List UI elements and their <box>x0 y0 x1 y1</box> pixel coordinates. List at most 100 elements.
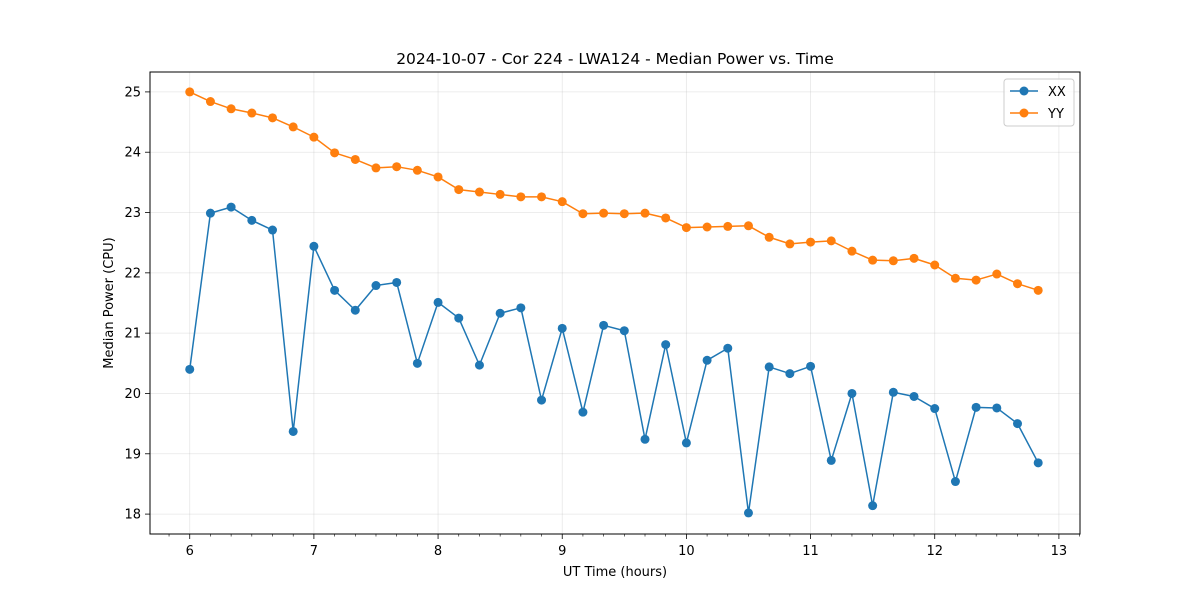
y-tick-label: 21 <box>124 327 141 342</box>
x-tick-label: 9 <box>558 544 566 559</box>
plot-frame <box>149 71 1081 535</box>
data-point-xx <box>806 361 816 371</box>
data-point-yy <box>268 113 278 123</box>
data-point-xx <box>412 358 422 368</box>
data-point-xx <box>661 340 671 350</box>
data-point-xx <box>599 320 609 330</box>
data-point-xx <box>537 395 547 405</box>
axes: 6 7 8 9 10 11 12 13 18 19 20 21 22 23 24 25 <box>124 85 1080 559</box>
x-tick-label: 11 <box>802 544 819 559</box>
data-point-xx <box>268 225 278 235</box>
legend-label-xx: XX <box>1048 85 1066 100</box>
data-point-yy <box>599 208 609 218</box>
data-point-yy <box>371 163 381 173</box>
plot-area <box>150 72 1080 534</box>
chart-title: 2024-10-07 - Cor 224 - LWA124 - Median P… <box>396 50 834 68</box>
data-point-xx <box>681 438 691 448</box>
legend-swatch-yy-marker <box>1019 108 1029 118</box>
data-point-yy <box>350 154 360 164</box>
y-tick-label: 19 <box>124 447 141 462</box>
data-point-yy <box>412 165 422 175</box>
data-point-yy <box>1013 279 1023 289</box>
data-point-yy <box>661 213 671 223</box>
data-point-xx <box>619 326 629 336</box>
data-point-yy <box>474 187 484 197</box>
data-point-yy <box>392 162 402 172</box>
data-point-yy <box>330 148 340 158</box>
y-tick-label: 25 <box>124 85 141 100</box>
data-point-yy <box>930 260 940 270</box>
data-point-yy <box>888 256 898 266</box>
data-point-xx <box>640 434 650 444</box>
data-point-xx <box>826 455 836 465</box>
data-point-xx <box>764 362 774 372</box>
data-point-yy <box>433 172 443 182</box>
data-point-yy <box>185 87 195 97</box>
data-point-yy <box>226 104 236 114</box>
x-tick-label: 8 <box>434 544 442 559</box>
data-point-xx <box>930 404 940 414</box>
data-point-yy <box>454 185 464 195</box>
data-point-xx <box>702 355 712 365</box>
series-layer <box>185 87 1043 518</box>
y-tick-label: 23 <box>124 206 141 221</box>
data-point-xx <box>868 501 878 511</box>
legend-swatch-xx-marker <box>1019 86 1029 96</box>
data-point-xx <box>723 343 733 353</box>
data-point-xx <box>1013 419 1023 429</box>
data-point-yy <box>847 246 857 256</box>
y-tick-label: 20 <box>124 387 141 402</box>
data-point-yy <box>992 269 1002 279</box>
data-point-yy <box>681 223 691 233</box>
data-point-yy <box>971 275 981 285</box>
data-point-xx <box>578 407 588 417</box>
data-point-xx <box>454 313 464 323</box>
data-point-yy <box>868 255 878 265</box>
y-tick-label: 22 <box>124 266 141 281</box>
x-tick-label: 10 <box>678 544 695 559</box>
data-point-yy <box>557 197 567 207</box>
data-point-xx <box>743 508 753 518</box>
data-point-xx <box>205 208 215 218</box>
data-point-yy <box>702 222 712 232</box>
data-point-yy <box>806 237 816 247</box>
data-point-xx <box>433 297 443 307</box>
data-point-xx <box>350 305 360 315</box>
data-point-xx <box>950 477 960 487</box>
data-point-xx <box>909 391 919 401</box>
x-axis-label: UT Time (hours) <box>563 565 667 580</box>
data-point-yy <box>288 122 298 132</box>
y-axis-label: Median Power (CPU) <box>102 237 117 368</box>
data-point-xx <box>185 364 195 374</box>
data-point-xx <box>371 281 381 291</box>
data-point-yy <box>764 232 774 242</box>
data-point-xx <box>330 285 340 295</box>
data-point-xx <box>309 241 319 251</box>
data-point-xx <box>247 215 257 225</box>
data-point-xx <box>847 388 857 398</box>
data-point-yy <box>205 97 215 107</box>
legend: XX YY <box>1003 78 1075 127</box>
data-point-yy <box>826 236 836 246</box>
data-point-xx <box>785 369 795 379</box>
data-point-yy <box>537 192 547 202</box>
data-point-xx <box>971 402 981 412</box>
data-point-xx <box>888 387 898 397</box>
data-point-xx <box>226 202 236 212</box>
data-point-yy <box>247 108 257 118</box>
x-tick-label: 12 <box>926 544 943 559</box>
data-point-xx <box>1033 458 1043 468</box>
y-tick-label: 24 <box>124 146 141 161</box>
x-tick-label: 13 <box>1051 544 1068 559</box>
data-point-yy <box>723 221 733 231</box>
data-point-xx <box>992 403 1002 413</box>
data-point-yy <box>743 221 753 231</box>
data-point-yy <box>950 273 960 283</box>
data-point-yy <box>495 189 505 199</box>
data-point-yy <box>785 239 795 249</box>
x-tick-label: 6 <box>186 544 194 559</box>
data-point-yy <box>909 253 919 263</box>
data-point-yy <box>619 209 629 219</box>
